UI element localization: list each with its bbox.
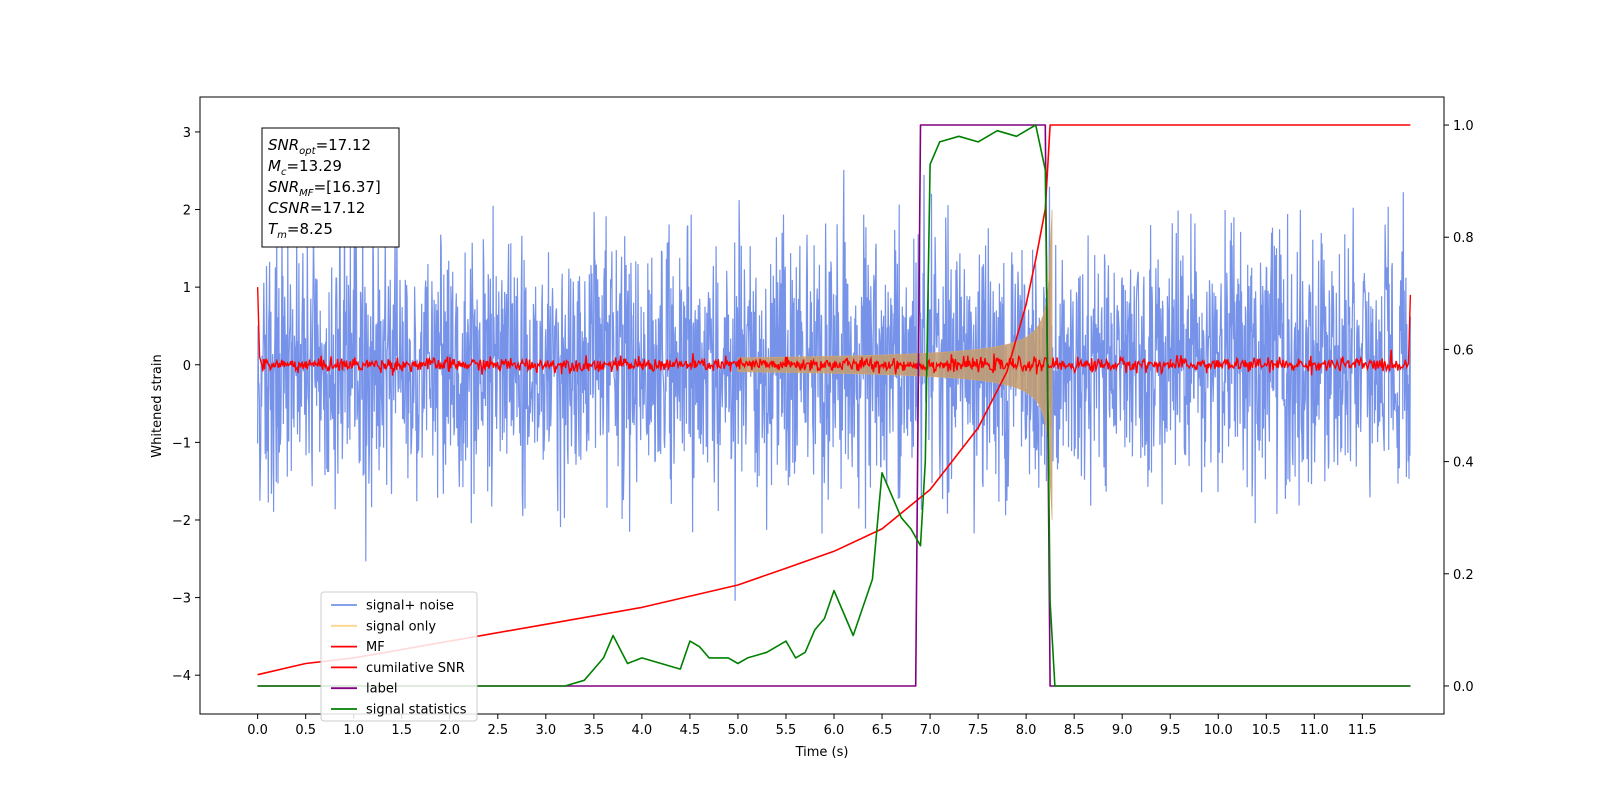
- x-tick-label: 11.0: [1300, 723, 1329, 738]
- y-right-tick-label: 0.6: [1453, 343, 1474, 358]
- y-left-tick-label: 1: [183, 281, 191, 296]
- series-mf-line: [256, 287, 1412, 376]
- y-right-tick-label: 0.4: [1453, 456, 1474, 471]
- y-axis-label: Whitened strain: [150, 354, 165, 457]
- legend: signal+ noise signal only MF cumilative SNR…: [320, 591, 478, 722]
- x-tick-label: 4.0: [632, 723, 653, 738]
- x-tick-label: 0.0: [247, 723, 268, 738]
- x-tick-label: 8.5: [1064, 723, 1085, 738]
- y-left-tick-label: 0: [183, 359, 191, 374]
- y-right-tick-label: 0.8: [1453, 231, 1474, 246]
- y-left-tick-label: −2: [172, 514, 191, 529]
- x-tick-label: 3.0: [535, 723, 556, 738]
- annotation-line: CSNR=17.12: [268, 199, 365, 217]
- snr-annotation-box: SNRopt=17.12Mc=13.29SNRMF=[16.37]CSNR=17…: [261, 127, 400, 248]
- y-left-tick-label: 2: [183, 204, 191, 219]
- x-tick-label: 4.5: [680, 723, 701, 738]
- legend-entry-label: MF: [366, 640, 385, 655]
- legend-entry-label: signal only: [366, 619, 436, 634]
- y-right-tick-label: 0.2: [1453, 568, 1474, 583]
- x-tick-label: 0.5: [295, 723, 316, 738]
- series-cumulative-snr-line: [257, 124, 1411, 676]
- x-tick-label: 5.5: [776, 723, 797, 738]
- x-tick-label: 7.0: [920, 723, 941, 738]
- x-tick-label: 1.0: [343, 723, 364, 738]
- x-tick-label: 6.0: [824, 723, 845, 738]
- y-left-tick-label: −1: [172, 436, 191, 451]
- x-tick-label: 6.5: [872, 723, 893, 738]
- annotation-line: SNRMF=[16.37]: [268, 178, 381, 199]
- annotation-line: SNRopt=17.12: [268, 136, 371, 157]
- legend-frame: [320, 591, 478, 722]
- series-signal-statistics-line: [257, 124, 1411, 687]
- annotation-box-frame: [261, 127, 400, 248]
- x-tick-label: 10.5: [1252, 723, 1281, 738]
- plot-frame: [199, 96, 1445, 715]
- legend-entry-label: signal statistics: [366, 703, 467, 718]
- y-right-tick-label: 0.0: [1453, 680, 1474, 695]
- legend-entry-label: cumilative SNR: [366, 661, 465, 676]
- y-right-tick-label: 1.0: [1453, 119, 1474, 134]
- x-tick-label: 2.0: [439, 723, 460, 738]
- y-left-tick-label: −3: [172, 592, 191, 607]
- x-tick-label: 2.5: [487, 723, 508, 738]
- x-tick-label: 1.5: [391, 723, 412, 738]
- x-tick-label: 10.0: [1204, 723, 1233, 738]
- annotation-line: Tm=8.25: [268, 220, 333, 241]
- x-tick-label: 9.5: [1160, 723, 1181, 738]
- x-tick-label: 11.5: [1348, 723, 1377, 738]
- x-tick-label: 8.0: [1016, 723, 1037, 738]
- x-tick-label: 9.0: [1112, 723, 1133, 738]
- x-tick-label: 5.0: [728, 723, 749, 738]
- y-left-tick-label: 3: [183, 126, 191, 141]
- legend-entry-label: signal+ noise: [366, 599, 454, 614]
- annotation-line: Mc=13.29: [268, 157, 342, 178]
- legend-entry-label: label: [366, 682, 397, 697]
- x-tick-label: 7.5: [968, 723, 989, 738]
- x-axis-label: Time (s): [795, 745, 849, 760]
- y-left-tick-label: −4: [172, 669, 191, 684]
- x-tick-label: 3.5: [584, 723, 605, 738]
